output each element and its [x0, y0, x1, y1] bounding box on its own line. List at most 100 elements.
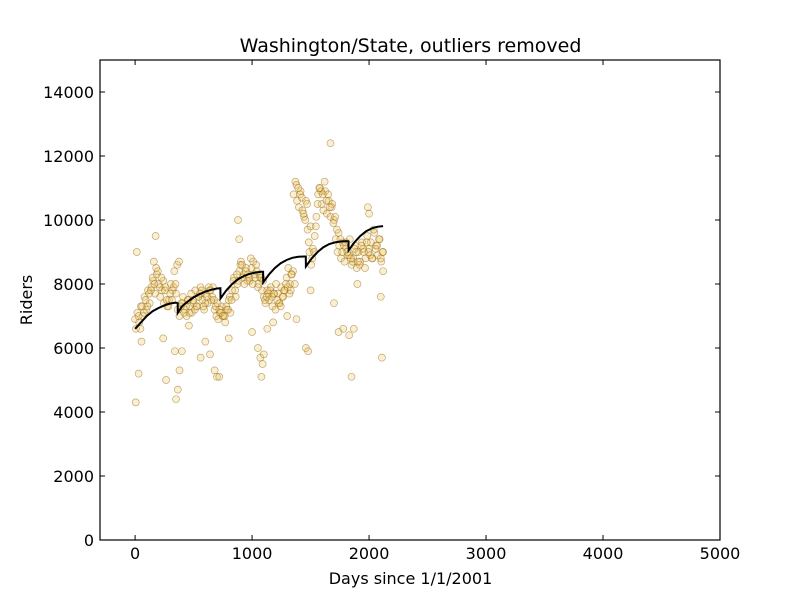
scatter-point: [364, 203, 372, 212]
scatter-point: [235, 235, 244, 244]
scatter-point: [132, 248, 141, 256]
scatter-point: [289, 190, 298, 199]
scatter-point: [236, 260, 245, 269]
scatter-point: [147, 286, 155, 295]
scatter-point: [161, 286, 169, 295]
scatter-point: [171, 347, 179, 356]
scatter-point: [306, 286, 315, 295]
scatter-point: [131, 398, 140, 407]
y-tick-label: 0: [84, 531, 94, 550]
scatter-points: [131, 139, 387, 407]
y-tick-label: 8000: [53, 275, 94, 294]
scatter-point: [137, 337, 146, 346]
x-tick-label: 2000: [349, 544, 390, 563]
scatter-point: [162, 376, 170, 384]
scatter-point: [171, 280, 180, 288]
scatter-point: [185, 321, 193, 330]
plot-frame: [99, 59, 721, 541]
scatter-point: [213, 299, 222, 308]
scatter-point: [273, 296, 282, 304]
scatter-point: [339, 324, 348, 333]
scatter-point: [297, 193, 306, 202]
y-tick-label: 12000: [43, 147, 94, 166]
y-tick-label: 14000: [43, 83, 94, 102]
scatter-point: [156, 292, 165, 301]
scatter-point: [340, 257, 349, 266]
scatter-point: [252, 260, 261, 269]
scatter-point: [262, 292, 271, 301]
scatter-point: [320, 177, 329, 186]
scatter-point: [248, 280, 257, 288]
scatter-point: [269, 289, 278, 298]
scatter-point: [376, 292, 385, 301]
scatter-point: [378, 248, 387, 256]
x-axis-label: Days since 1/1/2001: [329, 569, 493, 588]
scatter-point: [312, 212, 321, 221]
scatter-point: [140, 308, 148, 317]
scatter-point: [157, 273, 166, 282]
scatter-point: [134, 369, 143, 378]
scatter-point: [345, 331, 354, 340]
scatter-point: [203, 292, 211, 301]
scatter-point: [327, 203, 336, 212]
scatter-point: [231, 286, 239, 295]
scatter-point: [141, 296, 150, 304]
scatter-point: [247, 254, 255, 263]
scatter-point: [178, 347, 186, 356]
x-tick-label: 4000: [583, 544, 624, 563]
scatter-point: [357, 241, 366, 250]
scatter-point: [363, 232, 372, 240]
scatter-point: [326, 203, 334, 212]
scatter-point: [215, 372, 224, 381]
scatter-point: [224, 334, 233, 343]
scatter-point: [196, 353, 205, 362]
scatter-point: [365, 209, 373, 218]
scatter-point: [347, 372, 356, 381]
scatter-point: [224, 305, 232, 314]
scatter-point: [311, 222, 320, 231]
scatter-point: [333, 225, 341, 234]
scatter-point: [173, 385, 182, 394]
scatter-point: [199, 302, 208, 311]
scatter-point: [304, 238, 313, 247]
scatter-point: [234, 216, 242, 224]
y-tick-label: 10000: [43, 211, 94, 230]
scatter-point: [318, 190, 327, 199]
scatter-point: [313, 200, 322, 208]
scatter-point: [322, 196, 331, 205]
x-tick-label: 1000: [232, 544, 273, 563]
fit-line: [134, 225, 384, 330]
scatter-point: [201, 337, 210, 346]
scatter-point: [136, 324, 145, 333]
scatter-point: [206, 350, 214, 359]
scatter-point: [220, 312, 229, 320]
scatter-point: [187, 289, 196, 298]
scatter-point: [143, 302, 152, 311]
scatter-point: [175, 366, 184, 375]
scatter-point: [331, 212, 339, 221]
scatter-point: [361, 264, 369, 272]
scatter-point: [326, 139, 335, 148]
scatter-point: [376, 254, 385, 263]
fit-line-layer: [134, 225, 384, 330]
x-tick-label: 5000: [700, 544, 741, 563]
scatter-point: [221, 318, 230, 327]
scatter-point: [315, 184, 324, 192]
scatter-point: [154, 267, 162, 276]
scatter-point: [368, 254, 376, 263]
scatter-point: [287, 270, 296, 279]
scatter-point: [258, 360, 267, 368]
axis-ticks: 0 1000 2000 3000 4000 5000 0 2000 4000 6000 8000 10…: [43, 60, 740, 563]
scatter-point: [310, 232, 319, 240]
scatter-point: [304, 347, 313, 356]
scatter-point: [192, 302, 201, 311]
scatter-point: [248, 328, 256, 336]
y-tick-label: 4000: [53, 403, 94, 422]
scatter-point: [347, 254, 355, 263]
scatter-point: [210, 366, 219, 375]
scatter-point: [353, 280, 362, 288]
scatter-point: [349, 324, 358, 333]
scatter-point: [340, 241, 348, 250]
scatter-point: [294, 184, 303, 192]
